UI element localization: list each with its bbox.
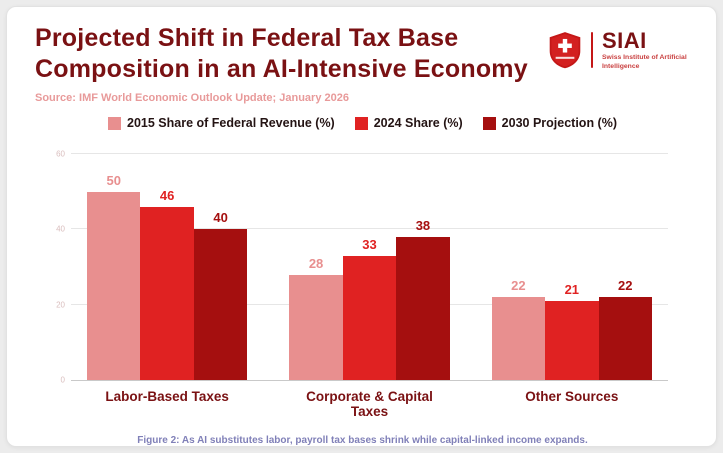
bar-value-label: 40 bbox=[213, 210, 228, 226]
y-axis-tick-label: 20 bbox=[56, 300, 65, 310]
gridline bbox=[71, 153, 668, 154]
y-axis-tick-label: 60 bbox=[56, 149, 65, 159]
figure-caption: Figure 2: As AI substitutes labor, payro… bbox=[137, 435, 588, 446]
legend-item: 2024 Share (%) bbox=[354, 116, 463, 130]
bar: 22 bbox=[598, 278, 652, 380]
infographic-card: Projected Shift in Federal Tax Base Compo… bbox=[6, 6, 717, 447]
legend-swatch bbox=[354, 116, 368, 130]
legend-item: 2015 Share of Federal Revenue (%) bbox=[108, 116, 335, 130]
legend-label: 2015 Share of Federal Revenue (%) bbox=[127, 116, 335, 130]
legend-item: 2030 Projection (%) bbox=[482, 116, 617, 130]
gridline bbox=[71, 228, 668, 230]
page-title-line1: Projected Shift in Federal Tax Base bbox=[35, 24, 459, 52]
siai-logo: SIAI Swiss Institute of Artificial Intel… bbox=[548, 29, 688, 71]
bar-value-label: 28 bbox=[308, 255, 324, 271]
brand-tagline: Swiss Institute of Artificial Intelligen… bbox=[602, 54, 687, 70]
bar-value-label: 50 bbox=[106, 172, 121, 188]
chart-legend: 2015 Share of Federal Revenue (%) 2024 Sh… bbox=[35, 116, 690, 130]
source-note: Source: IMF World Economic Outlook Updat… bbox=[35, 92, 349, 104]
bar: 46 bbox=[140, 188, 194, 380]
logo-divider bbox=[591, 32, 593, 69]
bar-group: 22 21 22 bbox=[491, 154, 652, 380]
legend-label: 2030 Projection (%) bbox=[501, 116, 617, 130]
y-axis-tick-label: 0 bbox=[60, 375, 65, 385]
bar-value-label: 38 bbox=[415, 217, 431, 233]
page-title: Projected Shift in Federal Tax Base Compo… bbox=[35, 23, 528, 85]
header: Projected Shift in Federal Tax Base Compo… bbox=[35, 23, 690, 104]
x-axis-category-label: Other Sources bbox=[525, 389, 619, 404]
legend-swatch bbox=[108, 116, 121, 130]
bar-value-label: 22 bbox=[618, 278, 633, 294]
bar-value-label: 33 bbox=[362, 236, 377, 252]
bar: 28 bbox=[289, 256, 343, 380]
bar: 50 bbox=[87, 173, 141, 380]
bar-value-label: 46 bbox=[159, 187, 175, 203]
bar-value-label: 21 bbox=[564, 281, 580, 297]
bar: 22 bbox=[491, 278, 546, 380]
bar-groups: 50 46 40 28 33 38 22 21 22 bbox=[71, 154, 668, 380]
bar: 40 bbox=[193, 210, 248, 380]
bar: 21 bbox=[545, 282, 599, 380]
bar: 33 bbox=[342, 237, 397, 380]
legend-label: 2024 Share (%) bbox=[373, 116, 463, 130]
x-axis-labels: Labor-Based Taxes Corporate & Capital Tax… bbox=[71, 389, 668, 419]
brand-name: SIAI bbox=[602, 28, 647, 53]
swiss-shield-icon bbox=[549, 32, 581, 69]
x-axis-category-label: Corporate & Capital Taxes bbox=[306, 389, 433, 419]
plot-area: 0 20 40 60 50 46 40 28 33 38 22 21 22 bbox=[56, 150, 668, 385]
bar-group: 50 46 40 bbox=[87, 154, 248, 380]
y-axis-tick-label: 40 bbox=[56, 224, 65, 234]
logo-text: SIAI Swiss Institute of Artificial Intel… bbox=[602, 29, 688, 71]
page-title-line2: Composition in an AI-Intensive Economy bbox=[35, 55, 528, 83]
legend-swatch bbox=[482, 116, 496, 130]
title-block: Projected Shift in Federal Tax Base Compo… bbox=[35, 23, 528, 104]
bar: 38 bbox=[396, 218, 450, 380]
x-axis-category-label: Labor-Based Taxes bbox=[105, 389, 229, 404]
bar-value-label: 22 bbox=[511, 278, 526, 294]
bar-group: 28 33 38 bbox=[289, 154, 450, 380]
